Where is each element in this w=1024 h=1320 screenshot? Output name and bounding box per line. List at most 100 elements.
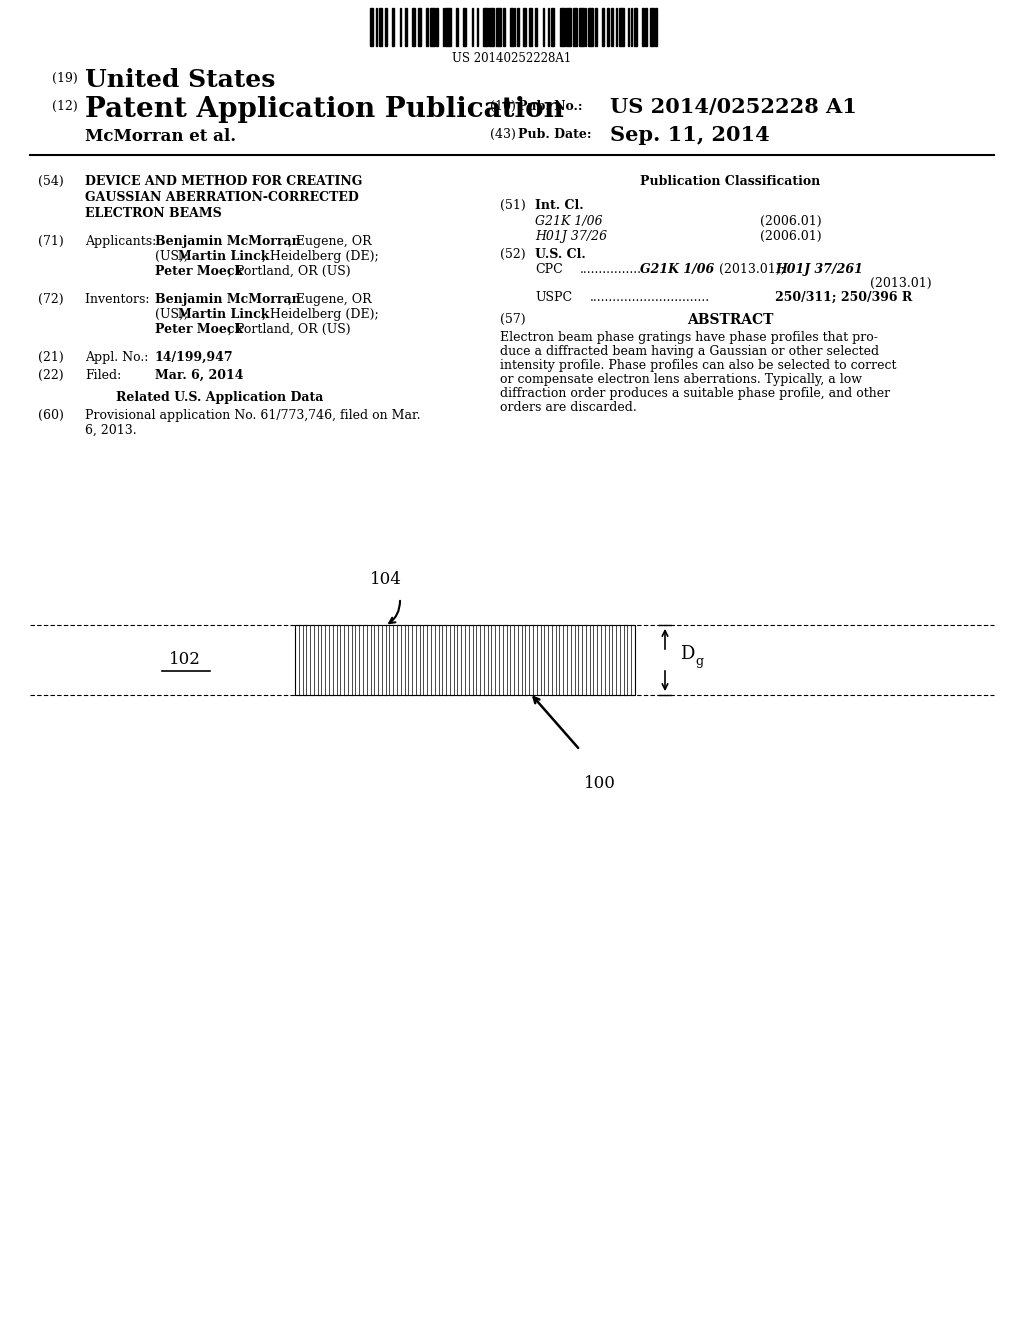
Text: Inventors:: Inventors:	[85, 293, 158, 306]
Text: orders are discarded.: orders are discarded.	[500, 401, 637, 414]
Text: diffraction order produces a suitable phase profile, and other: diffraction order produces a suitable ph…	[500, 387, 890, 400]
Text: (US);: (US);	[155, 308, 193, 321]
Text: Publication Classification: Publication Classification	[640, 176, 820, 187]
Text: US 2014/0252228 A1: US 2014/0252228 A1	[610, 96, 857, 117]
Bar	[489, 8, 495, 46]
Bar	[456, 8, 458, 46]
Text: Related U.S. Application Data: Related U.S. Application Data	[117, 391, 324, 404]
Bar	[566, 8, 571, 46]
Text: (22): (22)	[38, 370, 63, 381]
Bar	[496, 8, 501, 46]
Text: (72): (72)	[38, 293, 63, 306]
Bar	[385, 8, 387, 46]
Text: Filed:: Filed:	[85, 370, 121, 381]
Text: (10): (10)	[490, 100, 516, 114]
Bar	[607, 8, 609, 46]
Text: 6, 2013.: 6, 2013.	[85, 424, 136, 437]
Text: 250/311; 250/396 R: 250/311; 250/396 R	[775, 290, 912, 304]
Text: H01J 37/26: H01J 37/26	[535, 230, 607, 243]
Text: (US);: (US);	[155, 249, 193, 263]
Bar	[616, 8, 617, 46]
Text: Peter Moeck: Peter Moeck	[155, 323, 243, 337]
Text: ................: ................	[580, 263, 642, 276]
Bar	[536, 8, 538, 46]
Text: , Portland, OR (US): , Portland, OR (US)	[228, 323, 350, 337]
Bar	[635, 8, 637, 46]
Text: (2006.01): (2006.01)	[760, 230, 821, 243]
Text: Sep. 11, 2014: Sep. 11, 2014	[610, 125, 770, 145]
Text: Applicants:: Applicants:	[85, 235, 157, 248]
Bar	[655, 8, 656, 46]
Text: Mar. 6, 2014: Mar. 6, 2014	[155, 370, 244, 381]
Bar	[579, 8, 584, 46]
Text: Martin Linck: Martin Linck	[178, 249, 269, 263]
Text: (2006.01): (2006.01)	[760, 215, 821, 228]
Text: US 20140252228A1: US 20140252228A1	[453, 51, 571, 65]
Bar	[392, 8, 394, 46]
Bar	[548, 8, 549, 46]
Text: Int. Cl.: Int. Cl.	[535, 199, 584, 213]
Bar	[503, 8, 505, 46]
Bar	[529, 8, 531, 46]
Text: Patent Application Publication: Patent Application Publication	[85, 96, 564, 123]
Bar	[445, 8, 451, 46]
Bar	[543, 8, 544, 46]
Bar	[514, 8, 515, 46]
Text: GAUSSIAN ABERRATION-CORRECTED: GAUSSIAN ABERRATION-CORRECTED	[85, 191, 358, 205]
Bar	[620, 8, 625, 46]
Text: D: D	[680, 645, 694, 663]
Text: (2013.01): (2013.01)	[870, 277, 932, 290]
Text: G21K 1/06: G21K 1/06	[535, 215, 603, 228]
Text: (19): (19)	[52, 73, 78, 84]
Text: (21): (21)	[38, 351, 63, 364]
Bar	[483, 8, 488, 46]
Bar	[517, 8, 519, 46]
Text: DEVICE AND METHOD FOR CREATING: DEVICE AND METHOD FOR CREATING	[85, 176, 362, 187]
Bar	[443, 8, 444, 46]
Bar	[645, 8, 647, 46]
Bar	[628, 8, 629, 46]
Text: (57): (57)	[500, 313, 525, 326]
Text: Peter Moeck: Peter Moeck	[155, 265, 243, 279]
Bar	[585, 8, 586, 46]
Bar	[522, 8, 526, 46]
Text: 102: 102	[169, 652, 201, 668]
Text: H01J 37/261: H01J 37/261	[775, 263, 863, 276]
Bar	[602, 8, 604, 46]
Bar	[426, 8, 428, 46]
Text: Pub. No.:: Pub. No.:	[518, 100, 583, 114]
Text: , Portland, OR (US): , Portland, OR (US)	[228, 265, 350, 279]
Text: (51): (51)	[500, 199, 525, 213]
Text: ...............................: ...............................	[590, 290, 710, 304]
Text: (71): (71)	[38, 235, 63, 248]
Text: Martin Linck: Martin Linck	[178, 308, 269, 321]
Text: intensity profile. Phase profiles can also be selected to correct: intensity profile. Phase profiles can al…	[500, 359, 896, 372]
Text: Provisional application No. 61/773,746, filed on Mar.: Provisional application No. 61/773,746, …	[85, 409, 421, 422]
Bar	[610, 8, 613, 46]
Text: , Eugene, OR: , Eugene, OR	[288, 235, 372, 248]
Text: (60): (60)	[38, 409, 63, 422]
Text: 104: 104	[370, 572, 401, 589]
Bar	[412, 8, 416, 46]
Bar	[595, 8, 597, 46]
Text: ABSTRACT: ABSTRACT	[687, 313, 773, 327]
Text: g: g	[695, 656, 703, 668]
Text: Electron beam phase gratings have phase profiles that pro-: Electron beam phase gratings have phase …	[500, 331, 878, 345]
Bar	[551, 8, 554, 46]
Text: Pub. Date:: Pub. Date:	[518, 128, 592, 141]
Bar	[631, 8, 632, 46]
Text: , Heidelberg (DE);: , Heidelberg (DE);	[262, 308, 379, 321]
Bar	[472, 8, 473, 46]
Bar	[573, 8, 577, 46]
Text: 100: 100	[584, 775, 616, 792]
Text: , Heidelberg (DE);: , Heidelberg (DE);	[262, 249, 379, 263]
Text: or compensate electron lens aberrations. Typically, a low: or compensate electron lens aberrations.…	[500, 374, 862, 385]
Text: , Eugene, OR: , Eugene, OR	[288, 293, 372, 306]
Bar	[370, 8, 374, 46]
Bar	[588, 8, 593, 46]
Text: Benjamin McMorran: Benjamin McMorran	[155, 293, 301, 306]
Text: Benjamin McMorran: Benjamin McMorran	[155, 235, 301, 248]
Bar	[430, 8, 435, 46]
Bar	[376, 8, 377, 46]
Bar	[404, 8, 407, 46]
